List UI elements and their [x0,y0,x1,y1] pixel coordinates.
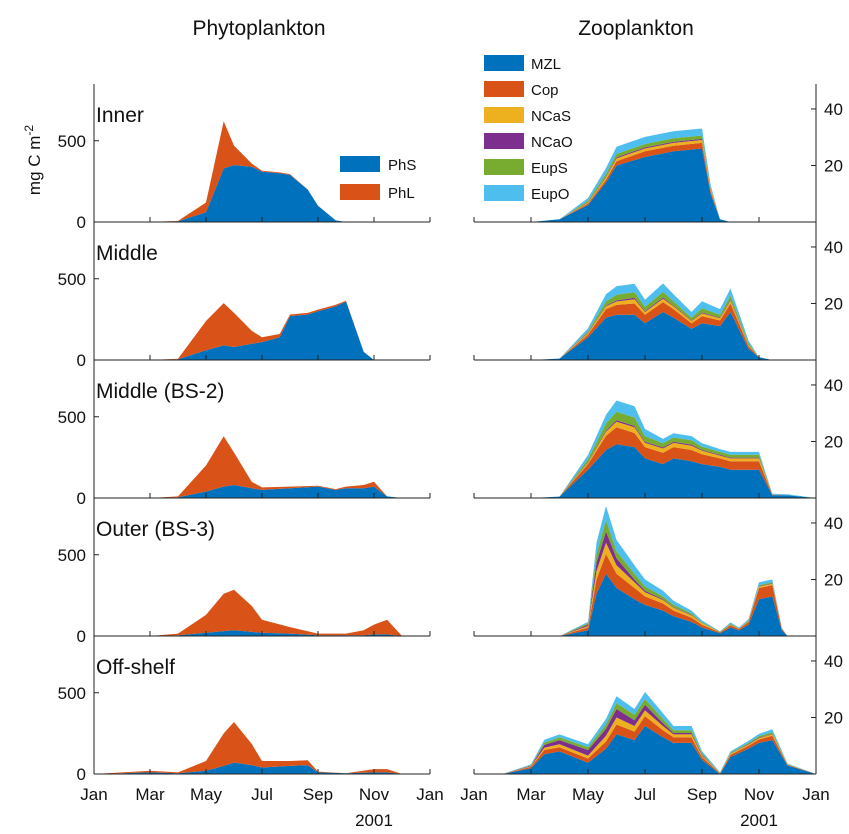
zooplankton-middle-area-mzl [474,312,816,360]
phytoplankton-off-shelf-month-label: Jan [80,785,107,804]
legend-swatch-cop [484,81,524,97]
zooplankton-off-shelf-month-label: Sep [687,785,717,804]
y-axis-label-main: mg C m [25,136,44,196]
legend-label-mzl: MZL [531,56,561,73]
phytoplankton-outer-bs-3-panel: 0 500 Outer (BS-3) [58,498,431,646]
zooplankton-middle-bs-2-y-tick-label: 40 [824,376,843,395]
zooplankton-off-shelf-area-mzl [474,726,816,774]
legend-swatch-phl [340,184,380,200]
phytoplankton-off-shelf-panel: 0 500 Off-shelf Jan Mar May Jul Sep Nov Jan 2001 [58,636,444,830]
legend-label-ncas: NCaS [531,108,571,125]
phytoplankton-outer-bs-3-y-tick-label: 500 [58,546,86,565]
phytoplankton-off-shelf-month-label: Nov [359,785,390,804]
phytoplankton-off-shelf-y-tick-label: 500 [58,684,86,703]
phytoplankton-off-shelf-month-label: Jan [416,785,443,804]
zooplankton-middle-bs-2-area-mzl [474,444,816,498]
phytoplankton-title: Phytoplankton [192,17,325,40]
legend-swatch-ncao [484,133,524,149]
legend-swatch-eupo [484,185,524,201]
phytoplankton-middle-panel: 0 500 Middle [58,222,431,370]
phytoplankton-middle-bs-2-area-phs [94,485,430,498]
zooplankton-off-shelf-month-label: Mar [516,785,546,804]
phytoplankton-middle-bs-2-y-tick-label: 500 [58,408,86,427]
zooplankton-off-shelf-month-label: Jan [460,785,487,804]
zooplankton-middle-y-tick-label: 40 [824,238,843,257]
zooplankton-middle-bs-2-area-ncas [474,421,816,498]
phytoplankton-off-shelf-year-label: 2001 [355,811,393,829]
zooplankton-middle-bs-2-area-cop [474,427,816,498]
zooplankton-inner-panel: 20 40 MZL Cop NCaS NCaO EupS EupO [473,55,843,223]
legend-swatch-ncas [484,107,524,123]
phytoplankton-inner-y-tick-label: 0 [77,213,86,232]
zooplankton-outer-bs-3-y-tick-label: 40 [824,514,843,533]
legend-label-phs: PhS [388,157,416,174]
phytoplankton-off-shelf-area-phl [94,722,430,774]
phytoplankton-inner-y-tick-label: 500 [58,132,86,151]
zooplankton-inner-y-tick-label: 40 [824,100,843,119]
zooplankton-off-shelf-month-label: Jul [634,785,656,804]
zooplankton-off-shelf-year-label: 2001 [740,811,778,829]
y-axis-label-superscript: -2 [22,125,36,136]
zooplankton-outer-bs-3-y-tick-label: 20 [824,570,843,589]
zooplankton-middle-bs-2-y-tick-label: 20 [824,432,843,451]
phytoplankton-inner-area-phs [94,165,430,222]
legend-label-phl: PhL [388,185,415,202]
phytoplankton-middle-bs-2-y-tick-label: 0 [77,489,86,508]
zooplankton-off-shelf-month-label: Jan [802,785,829,804]
zooplankton-off-shelf-y-tick-label: 40 [824,652,843,671]
legend-label-eups: EupS [531,160,568,177]
panel-label-off-shelf: Off-shelf [96,656,175,679]
zooplankton-off-shelf-month-label: Nov [744,785,775,804]
zooplankton-off-shelf-panel: 20 40 Jan Mar May Jul Sep Nov Jan 2001 [460,636,843,830]
legend-label-eupo: EupO [531,186,569,203]
phytoplankton-inner-panel: 0 500 Inner PhS PhL [58,84,431,232]
phytoplankton-middle-bs-2-panel: 0 500 Middle (BS-2) [58,360,431,508]
zooplankton-middle-bs-2-area-eups [474,411,816,498]
phytoplankton-off-shelf-y-tick-label: 0 [77,765,86,784]
phytoplankton-middle-bs-2-area-phl [94,436,430,498]
zooplankton-title: Zooplankton [578,17,694,40]
legend-label-ncao: NCaO [531,134,573,151]
phytoplankton-off-shelf-month-label: Sep [303,785,333,804]
legend-swatch-phs [340,156,380,172]
panel-label-outer-bs-3: Outer (BS-3) [96,518,215,541]
zooplankton-inner-area-mzl [474,148,816,222]
zooplankton-off-shelf-y-tick-label: 20 [824,708,843,727]
phytoplankton-middle-y-tick-label: 500 [58,270,86,289]
legend-swatch-mzl [484,55,524,71]
panel-label-middle-bs-2: Middle (BS-2) [96,380,224,403]
zooplankton-inner-y-tick-label: 20 [824,156,843,175]
phytoplankton-off-shelf-month-label: Jul [251,785,273,804]
phytoplankton-outer-bs-3-y-tick-label: 0 [77,627,86,646]
phytoplankton-middle-area-phs [94,301,430,360]
phytoplankton-off-shelf-area-phs [94,762,430,774]
panel-label-middle: Middle [96,242,158,265]
phytoplankton-outer-bs-3-area-phl [94,589,430,636]
zooplankton-middle-y-tick-label: 20 [824,294,843,313]
phytoplankton-off-shelf-month-label: May [190,785,223,804]
legend-swatch-eups [484,159,524,175]
phytoplankton-off-shelf-month-label: Mar [135,785,165,804]
y-axis-label: mg C m-2 [22,125,44,195]
panel-label-inner: Inner [96,104,144,127]
legend-label-cop: Cop [531,82,559,99]
zooplankton-off-shelf-month-label: May [572,785,605,804]
phytoplankton-middle-y-tick-label: 0 [77,351,86,370]
